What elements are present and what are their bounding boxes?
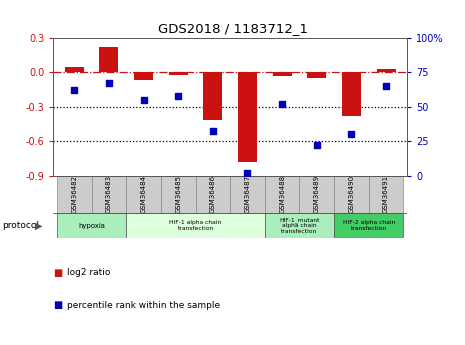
Bar bbox=[272, 72, 292, 76]
Text: HIF-1 alpha chain
transfection: HIF-1 alpha chain transfection bbox=[169, 220, 222, 231]
Text: protocol: protocol bbox=[2, 221, 40, 230]
Text: GSM36490: GSM36490 bbox=[348, 175, 354, 213]
Text: GSM36488: GSM36488 bbox=[279, 175, 285, 213]
Text: ■: ■ bbox=[53, 268, 63, 277]
Bar bbox=[92, 176, 126, 213]
Text: percentile rank within the sample: percentile rank within the sample bbox=[67, 301, 220, 310]
Bar bbox=[126, 213, 265, 238]
Bar bbox=[265, 176, 299, 213]
Text: ■: ■ bbox=[53, 300, 63, 310]
Bar bbox=[195, 176, 230, 213]
Bar bbox=[377, 69, 396, 72]
Bar bbox=[134, 72, 153, 80]
Point bbox=[279, 101, 286, 107]
Bar bbox=[334, 176, 369, 213]
Point bbox=[313, 142, 320, 148]
Point bbox=[105, 81, 113, 86]
Text: GSM36485: GSM36485 bbox=[175, 175, 181, 213]
Bar bbox=[230, 176, 265, 213]
Bar bbox=[161, 176, 195, 213]
Bar bbox=[307, 72, 326, 78]
Text: GSM36484: GSM36484 bbox=[140, 175, 146, 213]
Text: HIF-2 alpha chain
transfection: HIF-2 alpha chain transfection bbox=[343, 220, 395, 231]
Bar bbox=[334, 213, 404, 238]
Text: GDS2018 / 1183712_1: GDS2018 / 1183712_1 bbox=[158, 22, 307, 36]
Point bbox=[209, 129, 217, 134]
Point bbox=[174, 93, 182, 98]
Text: GSM36482: GSM36482 bbox=[71, 175, 77, 213]
Bar bbox=[100, 47, 119, 72]
Text: GSM36489: GSM36489 bbox=[314, 175, 320, 213]
Text: GSM36487: GSM36487 bbox=[245, 175, 251, 213]
Bar bbox=[57, 176, 92, 213]
Bar bbox=[265, 213, 334, 238]
Point bbox=[348, 131, 355, 137]
Text: ▶: ▶ bbox=[35, 221, 43, 231]
Point bbox=[244, 170, 251, 176]
Point bbox=[71, 88, 78, 93]
Point bbox=[382, 83, 390, 89]
Text: GSM36483: GSM36483 bbox=[106, 175, 112, 213]
Bar bbox=[203, 72, 222, 120]
Bar bbox=[65, 67, 84, 72]
Text: log2 ratio: log2 ratio bbox=[67, 268, 111, 277]
Bar bbox=[342, 72, 361, 116]
Text: GSM36491: GSM36491 bbox=[383, 175, 389, 213]
Bar bbox=[299, 176, 334, 213]
Bar bbox=[57, 213, 126, 238]
Point bbox=[140, 97, 147, 102]
Text: HIF-1_mutant
alpha chain
transfection: HIF-1_mutant alpha chain transfection bbox=[279, 217, 320, 234]
Bar bbox=[238, 72, 257, 162]
Bar bbox=[126, 176, 161, 213]
Bar bbox=[169, 72, 188, 75]
Text: GSM36486: GSM36486 bbox=[210, 175, 216, 213]
Text: hypoxia: hypoxia bbox=[78, 223, 105, 228]
Bar bbox=[369, 176, 404, 213]
